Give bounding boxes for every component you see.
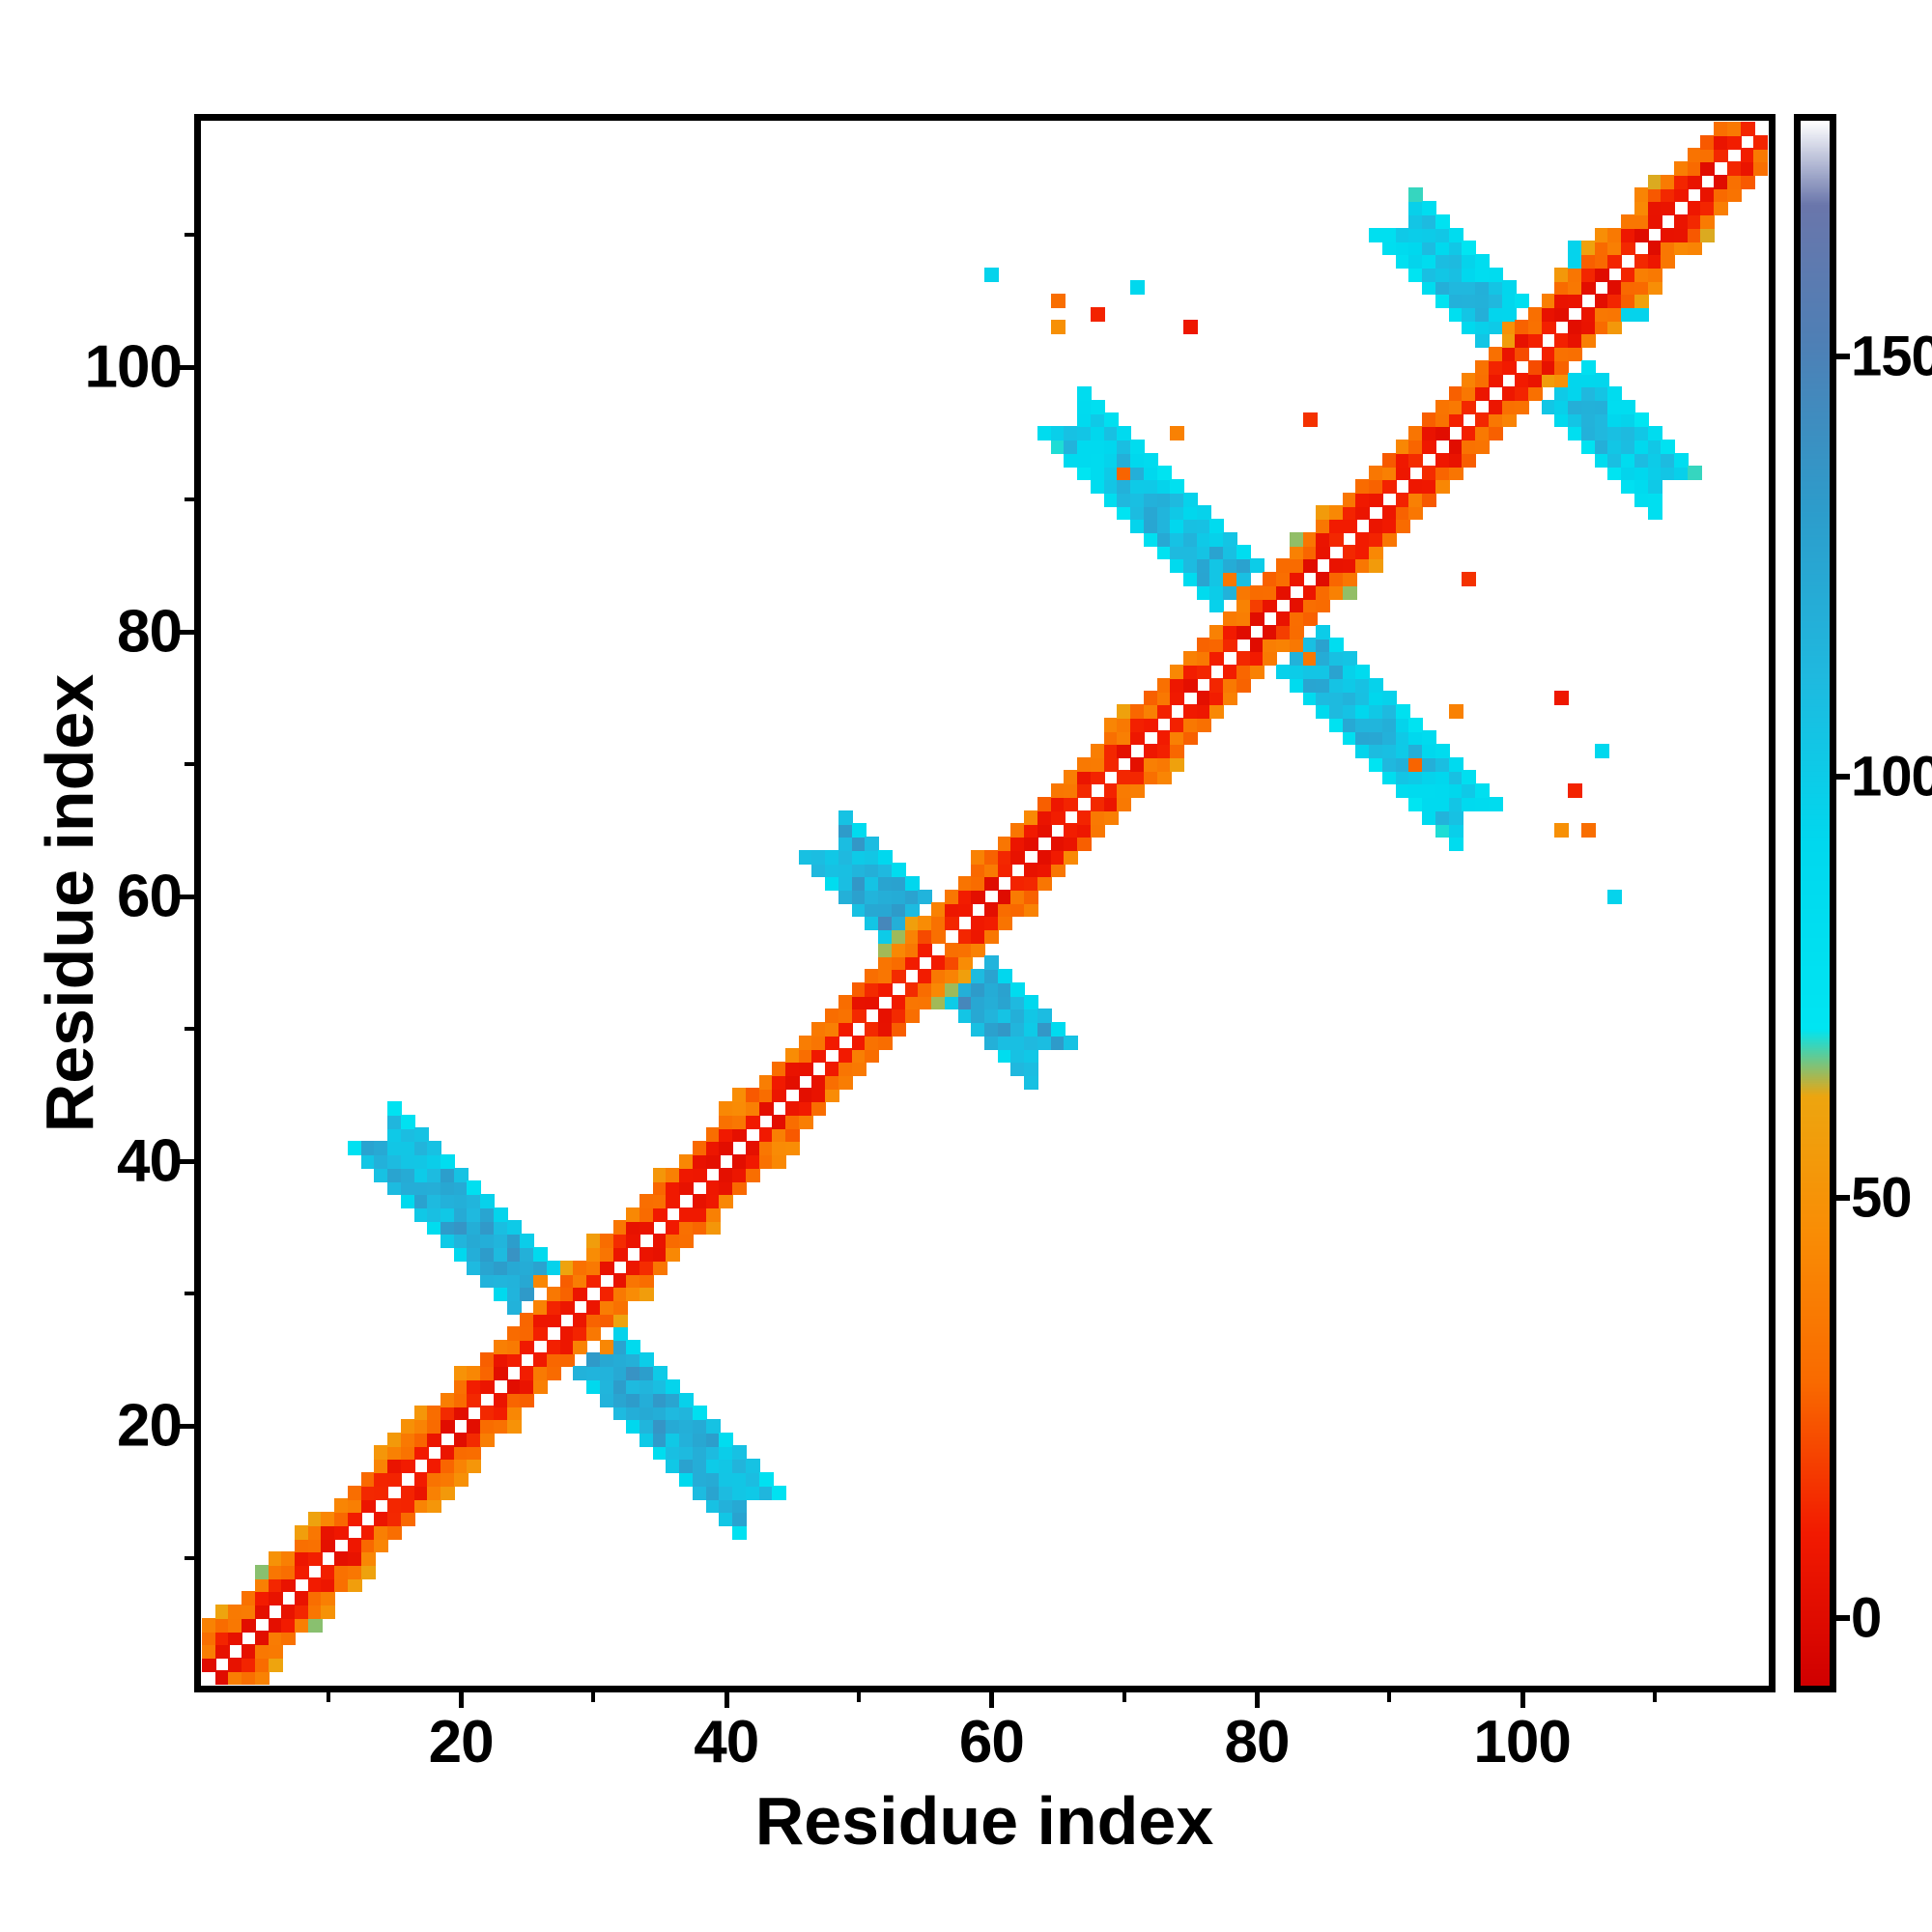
x-tick-60 [989,1692,995,1708]
contact-map-canvas [201,121,1769,1686]
plot-area [194,114,1776,1692]
y-tick-60 [179,895,194,900]
y-minor-tick-50 [185,1027,194,1032]
x-tick-100 [1520,1692,1525,1708]
y-ticklabel-20: 20 [117,1392,183,1460]
y-tick-80 [179,630,194,636]
colorbar-ticklabel-100: 100 [1851,745,1932,809]
colorbar-tick-150 [1836,353,1850,359]
y-minor-tick-90 [185,497,194,501]
x-minor-tick-70 [1122,1692,1126,1702]
x-minor-tick-10 [326,1692,330,1702]
colorbar [1794,114,1836,1692]
colorbar-ticklabel-150: 150 [1851,325,1932,388]
y-minor-tick-110 [185,232,194,237]
x-ticklabel-80: 80 [1224,1709,1291,1776]
x-ticklabel-100: 100 [1473,1709,1571,1776]
colorbar-tick-50 [1836,1194,1850,1201]
x-minor-tick-90 [1387,1692,1392,1702]
y-ticklabel-80: 80 [117,598,183,666]
colorbar-tick-100 [1836,774,1850,781]
colorbar-tick-0 [1836,1615,1850,1622]
y-tick-100 [179,364,194,370]
x-ticklabel-60: 60 [958,1709,1025,1776]
x-ticklabel-20: 20 [428,1709,495,1776]
x-axis-label: Residue index [754,1783,1214,1859]
y-minor-tick-30 [185,1292,194,1296]
colorbar-gradient [1801,121,1830,1686]
colorbar-ticklabel-50: 50 [1851,1166,1913,1230]
y-minor-tick-10 [185,1556,194,1561]
y-ticklabel-40: 40 [117,1127,183,1195]
y-tick-40 [179,1159,194,1165]
y-ticklabel-60: 60 [117,863,183,930]
x-ticklabel-40: 40 [694,1709,759,1776]
y-tick-20 [179,1424,194,1430]
y-ticklabel-100: 100 [84,333,183,401]
x-minor-tick-30 [591,1692,596,1702]
x-minor-tick-50 [857,1692,862,1702]
colorbar-ticklabel-0: 0 [1851,1586,1882,1650]
y-minor-tick-70 [185,762,194,767]
x-tick-40 [724,1692,729,1708]
x-minor-tick-110 [1652,1692,1657,1702]
y-axis-label: Residue index [32,673,107,1133]
x-tick-80 [1254,1692,1260,1708]
x-tick-20 [459,1692,465,1708]
